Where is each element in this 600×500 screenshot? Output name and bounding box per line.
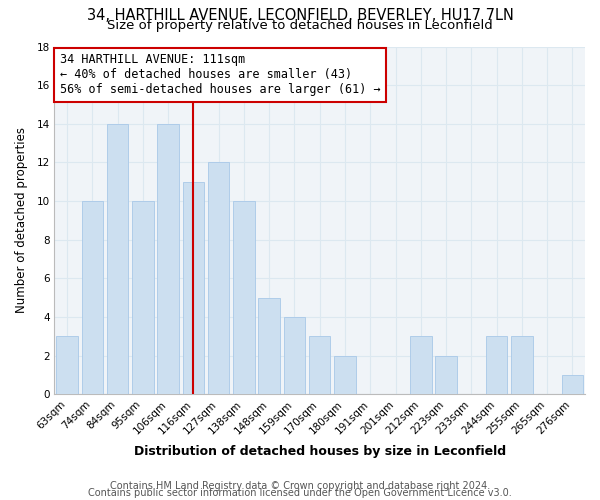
- Bar: [107, 124, 128, 394]
- Text: Contains public sector information licensed under the Open Government Licence v3: Contains public sector information licen…: [88, 488, 512, 498]
- Bar: [410, 336, 431, 394]
- Bar: [132, 201, 154, 394]
- Text: 34, HARTHILL AVENUE, LECONFIELD, BEVERLEY, HU17 7LN: 34, HARTHILL AVENUE, LECONFIELD, BEVERLE…: [86, 8, 514, 22]
- Bar: [334, 356, 356, 395]
- Text: Size of property relative to detached houses in Leconfield: Size of property relative to detached ho…: [107, 19, 493, 32]
- Bar: [436, 356, 457, 395]
- Bar: [56, 336, 78, 394]
- Bar: [562, 375, 583, 394]
- Bar: [157, 124, 179, 394]
- Bar: [182, 182, 204, 394]
- Bar: [284, 317, 305, 394]
- Bar: [233, 201, 254, 394]
- Bar: [511, 336, 533, 394]
- Bar: [208, 162, 229, 394]
- Bar: [309, 336, 331, 394]
- Y-axis label: Number of detached properties: Number of detached properties: [15, 128, 28, 314]
- Bar: [259, 298, 280, 394]
- Bar: [486, 336, 508, 394]
- X-axis label: Distribution of detached houses by size in Leconfield: Distribution of detached houses by size …: [134, 444, 506, 458]
- Text: Contains HM Land Registry data © Crown copyright and database right 2024.: Contains HM Land Registry data © Crown c…: [110, 481, 490, 491]
- Bar: [82, 201, 103, 394]
- Text: 34 HARTHILL AVENUE: 111sqm
← 40% of detached houses are smaller (43)
56% of semi: 34 HARTHILL AVENUE: 111sqm ← 40% of deta…: [60, 54, 380, 96]
